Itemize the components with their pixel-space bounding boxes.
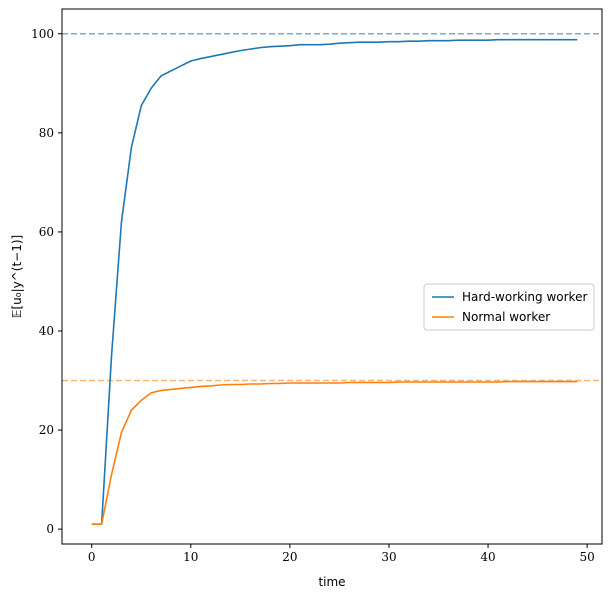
- y-tick-label: 20: [39, 423, 54, 437]
- x-tick-label: 50: [579, 550, 594, 564]
- legend-label-0: Hard-working worker: [462, 290, 587, 304]
- x-tick-label: 30: [381, 550, 396, 564]
- x-axis-label: time: [318, 575, 345, 589]
- reference-lines: [62, 33, 602, 382]
- legend-box: [423, 283, 595, 331]
- y-axis-label: 𝔼[u₀|y^(t−1)]: [10, 235, 24, 319]
- y-tick-label: 100: [31, 27, 54, 41]
- axes-frame: [61, 8, 603, 545]
- series-lines: [91, 38, 578, 525]
- legend-label-1: Normal worker: [462, 310, 550, 324]
- x-tick-label: 0: [88, 550, 96, 564]
- legend: Hard-working worker Normal worker: [423, 283, 595, 331]
- x-tick-label: 10: [183, 550, 198, 564]
- y-tick-label: 40: [39, 324, 54, 338]
- series-line-1: [91, 380, 578, 525]
- x-tick-label: 20: [282, 550, 297, 564]
- y-tick-label: 60: [39, 225, 54, 239]
- x-axis-ticks: 0 10 20 30 40 50: [88, 544, 595, 564]
- y-tick-label: 80: [39, 126, 54, 140]
- series-line-0: [91, 38, 578, 525]
- y-axis-ticks: 0 20 40 60 80 100: [31, 27, 62, 536]
- x-tick-label: 40: [480, 550, 495, 564]
- y-tick-label: 0: [46, 522, 54, 536]
